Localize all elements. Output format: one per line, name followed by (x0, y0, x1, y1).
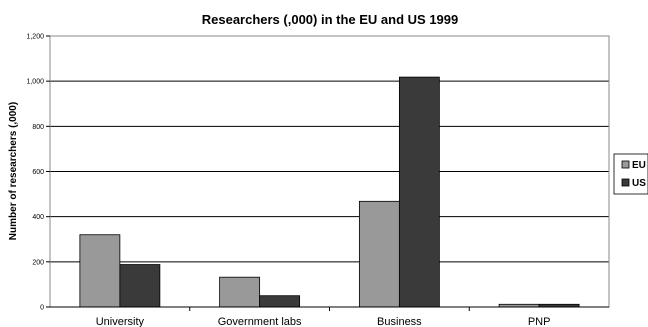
y-tick-label: 1,000 (26, 79, 44, 86)
chart-title: Researchers (,000) in the EU and US 1999 (202, 12, 459, 27)
bar-eu-university (79, 234, 121, 308)
bars (79, 76, 580, 308)
y-tick-label: 800 (32, 124, 44, 131)
y-axis-label: Number of researchers (,000) (8, 102, 19, 240)
legend-label-us: US (632, 178, 646, 189)
bar-eu-government-labs (219, 276, 261, 308)
x-axis-ticks: University Government labs Business PNP (96, 307, 551, 327)
legend-box (613, 153, 648, 195)
bar-eu-business (358, 200, 400, 308)
legend-swatch-eu (621, 160, 630, 169)
y-axis-ticks: 0 200 400 600 800 1,000 1,200 (26, 34, 50, 312)
legend-label-eu: EU (632, 160, 646, 171)
y-tick-label: 0 (40, 305, 44, 312)
x-tick-label: Government labs (218, 316, 302, 327)
y-tick-label: 400 (32, 214, 44, 221)
legend-swatch-us (621, 178, 630, 187)
x-tick-label: University (96, 316, 145, 327)
bar-us-university (119, 264, 161, 308)
y-tick-label: 600 (32, 169, 44, 176)
bar-us-business (398, 76, 440, 308)
y-tick-label: 1,200 (26, 34, 44, 41)
y-tick-label: 200 (32, 259, 44, 266)
x-tick-label: Business (377, 316, 422, 327)
bar-us-government-labs (259, 295, 301, 308)
legend: EU US (613, 153, 648, 195)
x-tick-label: PNP (528, 316, 551, 327)
gridlines (50, 35, 609, 263)
